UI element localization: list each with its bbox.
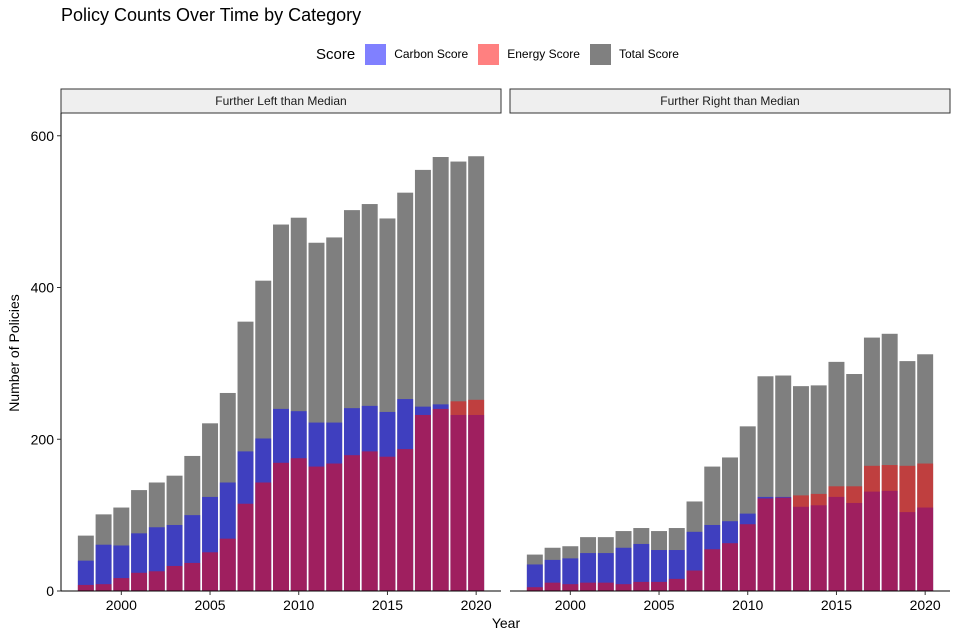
bar-energy-panel2-2017 [863, 465, 880, 591]
bar-energy-panel1-2019 [450, 401, 467, 591]
bar-energy-panel1-2008 [255, 482, 272, 591]
bar-energy-panel1-2004 [184, 562, 201, 591]
bar-energy-panel2-2000 [562, 584, 579, 591]
bar-carbon-panel2-2005 [651, 550, 668, 591]
bar-energy-panel2-2014 [810, 493, 827, 591]
bar-energy-panel2-2004 [633, 581, 650, 591]
x-tick-label-panel1-2000: 2000 [106, 597, 137, 613]
bar-energy-panel1-2020 [468, 399, 485, 591]
bar-carbon-panel2-2003 [615, 547, 632, 591]
bar-carbon-panel2-1998 [526, 564, 543, 591]
facet-strip-label-1: Further Left than Median [215, 94, 346, 108]
bar-energy-panel1-2000 [113, 578, 130, 591]
legend-label-carbon: Carbon Score [394, 47, 469, 61]
legend-swatch-total [589, 43, 611, 65]
facet-strip-1 [60, 88, 502, 114]
bar-energy-panel2-2011 [757, 498, 774, 591]
x-tick-label-panel2-2010: 2010 [732, 597, 763, 613]
legend-swatch-carbon [365, 43, 387, 65]
y-tick-label-200: 200 [31, 431, 55, 447]
bar-energy-panel1-2015 [379, 456, 396, 591]
bar-energy-panel1-2012 [326, 463, 343, 591]
legend-item-total: Total Score [589, 43, 679, 65]
bar-energy-panel1-2016 [397, 449, 414, 591]
bar-energy-panel1-2014 [361, 451, 378, 591]
bar-energy-panel1-2018 [432, 408, 449, 591]
bar-energy-panel2-2001 [580, 582, 597, 591]
bar-carbon-panel2-2002 [597, 553, 614, 591]
bar-energy-panel2-2015 [828, 486, 845, 591]
x-tick-label-panel2-2015: 2015 [821, 597, 852, 613]
bar-energy-panel1-2013 [343, 455, 360, 591]
bar-energy-panel1-2003 [166, 565, 183, 591]
y-axis-title: Number of Policies [6, 294, 22, 412]
y-tick-label-0: 0 [46, 583, 54, 599]
bar-energy-panel2-2019 [899, 465, 916, 591]
bar-energy-panel2-2018 [881, 465, 898, 591]
legend-swatch-energy [478, 43, 500, 65]
y-tick-label-400: 400 [31, 280, 55, 296]
bar-carbon-panel2-2004 [633, 543, 650, 591]
legend-item-energy: Energy Score [478, 43, 580, 65]
x-tick-label-panel1-2010: 2010 [283, 597, 314, 613]
x-tick-label-panel2-2000: 2000 [555, 597, 586, 613]
x-tick-label-panel1-2020: 2020 [461, 597, 492, 613]
bar-energy-panel2-2013 [792, 495, 809, 591]
bar-energy-panel1-2009 [273, 462, 289, 591]
bar-energy-panel1-2007 [237, 503, 254, 591]
x-axis-title: Year [492, 615, 521, 631]
bar-energy-panel2-2016 [846, 486, 863, 591]
bar-carbon-panel1-1999 [95, 544, 112, 591]
bar-energy-panel2-2009 [722, 543, 738, 591]
x-tick-label-panel2-2020: 2020 [910, 597, 941, 613]
facet-strip-2 [509, 88, 951, 114]
x-tick-label-panel1-2005: 2005 [194, 597, 225, 613]
y-tick-label-600: 600 [31, 128, 55, 144]
facet-strip-label-2: Further Right than Median [660, 94, 799, 108]
bar-energy-panel1-2017 [414, 414, 431, 591]
bar-energy-panel1-1998 [77, 584, 94, 591]
bar-carbon-panel2-2001 [580, 553, 597, 591]
chart-title: Policy Counts Over Time by Category [61, 5, 362, 25]
bar-carbon-panel1-1998 [77, 560, 94, 591]
bar-energy-panel2-2002 [597, 582, 614, 591]
bar-energy-panel2-2010 [739, 524, 756, 591]
bar-carbon-panel2-2000 [562, 558, 579, 591]
legend-title: Score [316, 45, 356, 63]
bar-energy-panel2-2006 [668, 578, 685, 591]
bar-energy-panel1-2005 [202, 552, 219, 591]
bar-energy-panel2-2005 [651, 581, 668, 591]
legend-label-energy: Energy Score [507, 47, 580, 61]
x-tick-label-panel1-2015: 2015 [372, 597, 403, 613]
bar-energy-panel2-1999 [544, 582, 561, 591]
bar-energy-panel2-2007 [686, 570, 703, 591]
bar-energy-panel1-2010 [290, 458, 307, 591]
bar-energy-panel2-2020 [917, 463, 934, 591]
legend: Score Carbon Score Energy Score Total Sc… [316, 42, 689, 66]
bar-energy-panel2-2003 [615, 584, 632, 591]
bar-energy-panel2-2012 [775, 497, 792, 591]
bar-energy-panel2-1998 [526, 587, 543, 591]
bar-energy-panel2-2008 [704, 549, 721, 591]
legend-item-carbon: Carbon Score [365, 43, 469, 65]
bar-energy-panel1-2001 [131, 572, 148, 591]
bar-energy-panel1-2006 [219, 538, 236, 591]
bar-energy-panel1-2002 [148, 571, 165, 591]
bar-energy-panel1-1999 [95, 584, 112, 591]
legend-label-total: Total Score [618, 47, 679, 61]
bar-energy-panel1-2011 [308, 466, 325, 591]
x-tick-label-panel2-2005: 2005 [643, 597, 674, 613]
